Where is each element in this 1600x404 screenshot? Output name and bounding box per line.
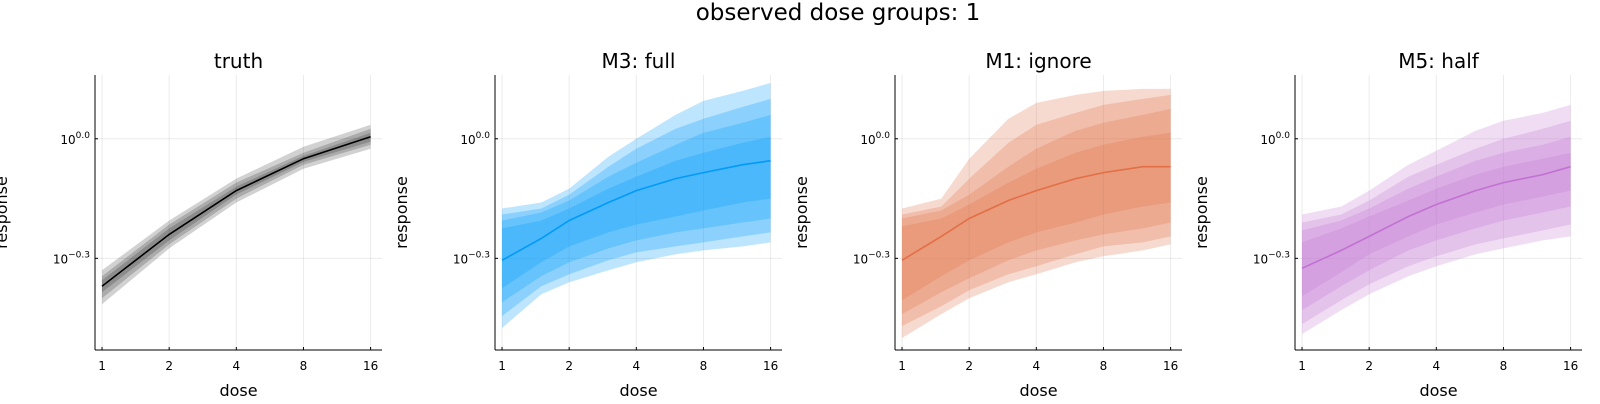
- y-tick-label-base: 10: [460, 133, 475, 147]
- y-tick-label-base: 10: [53, 252, 68, 266]
- x-tick-label: 16: [763, 359, 778, 373]
- x-tick-label: 1: [498, 359, 506, 373]
- credible-band-3: [1302, 136, 1571, 311]
- x-axis-label: dose: [619, 381, 657, 400]
- x-tick-label: 8: [300, 359, 308, 373]
- x-tick-label: 1: [898, 359, 906, 373]
- y-tick-label-base: 10: [453, 252, 468, 266]
- y-tick-label-base: 10: [1253, 252, 1268, 266]
- credible-band-2: [902, 94, 1171, 327]
- x-tick-label: 2: [165, 359, 173, 373]
- y-tick-label-base: 10: [860, 133, 875, 147]
- x-tick-label: 2: [1365, 359, 1373, 373]
- x-tick-label: 16: [363, 359, 378, 373]
- y-axis-label: response: [392, 176, 411, 249]
- credible-band-3: [502, 114, 771, 303]
- y-tick-label-exponent: −0.3: [68, 250, 90, 260]
- median-line: [101, 136, 371, 287]
- credible-band-4: [902, 132, 1171, 301]
- x-tick-label: 2: [965, 359, 973, 373]
- y-tick-label: 10−0.3: [53, 250, 90, 266]
- x-axis-label: dose: [1019, 381, 1057, 400]
- credible-band-2: [1302, 120, 1571, 325]
- credible-band-1: [502, 83, 771, 329]
- y-axis-label: response: [1192, 176, 1211, 249]
- x-tick-label: 1: [1298, 359, 1306, 373]
- x-axis-label: dose: [219, 381, 257, 400]
- y-tick-label-exponent: −0.3: [1268, 250, 1290, 260]
- y-tick-label-exponent: 0.0: [76, 131, 91, 141]
- y-axis-label: response: [792, 176, 811, 249]
- panel-title: truth: [214, 49, 263, 73]
- y-tick-label-exponent: 0.0: [476, 131, 491, 141]
- credible-band-1: [1302, 104, 1571, 335]
- y-tick-label-exponent: −0.3: [468, 250, 490, 260]
- y-tick-label-exponent: 0.0: [1276, 131, 1291, 141]
- credible-band-1: [102, 124, 371, 305]
- figure-suptitle: observed dose groups: 1: [696, 0, 981, 26]
- y-tick-label-exponent: −0.3: [868, 250, 890, 260]
- credible-band-2: [502, 98, 771, 317]
- credible-band-4: [1302, 152, 1571, 297]
- x-tick-label: 4: [1032, 359, 1040, 373]
- x-tick-label: 16: [1163, 359, 1178, 373]
- x-tick-label: 4: [232, 359, 240, 373]
- x-tick-label: 8: [1500, 359, 1508, 373]
- credible-band-1: [902, 88, 1171, 339]
- y-tick-label-base: 10: [60, 133, 75, 147]
- median-line: [901, 165, 1171, 261]
- panel-title: M1: ignore: [985, 49, 1091, 73]
- y-tick-label-base: 10: [853, 252, 868, 266]
- y-tick-label: 100.0: [1260, 131, 1290, 147]
- y-tick-label-exponent: 0.0: [876, 131, 891, 141]
- y-tick-label: 10−0.3: [453, 250, 490, 266]
- x-tick-label: 2: [565, 359, 573, 373]
- median-line: [501, 159, 771, 261]
- credible-band-4: [502, 136, 771, 289]
- credible-band-3: [102, 132, 371, 293]
- x-axis-label: dose: [1419, 381, 1457, 400]
- x-tick-label: 4: [1432, 359, 1440, 373]
- y-tick-label: 10−0.3: [853, 250, 890, 266]
- y-tick-label: 100.0: [460, 131, 490, 147]
- y-tick-label: 100.0: [860, 131, 890, 147]
- y-tick-label-base: 10: [1260, 133, 1275, 147]
- median-line: [1301, 165, 1571, 270]
- credible-band-3: [902, 108, 1171, 315]
- y-axis-label: response: [0, 176, 11, 249]
- panel-title: M5: half: [1398, 49, 1480, 73]
- x-tick-label: 8: [1100, 359, 1108, 373]
- y-tick-label: 10−0.3: [1253, 250, 1290, 266]
- x-tick-label: 4: [632, 359, 640, 373]
- panel-title: M3: full: [602, 49, 676, 73]
- x-tick-label: 8: [700, 359, 708, 373]
- x-tick-label: 16: [1563, 359, 1578, 373]
- x-tick-label: 1: [98, 359, 106, 373]
- y-tick-label: 100.0: [60, 131, 90, 147]
